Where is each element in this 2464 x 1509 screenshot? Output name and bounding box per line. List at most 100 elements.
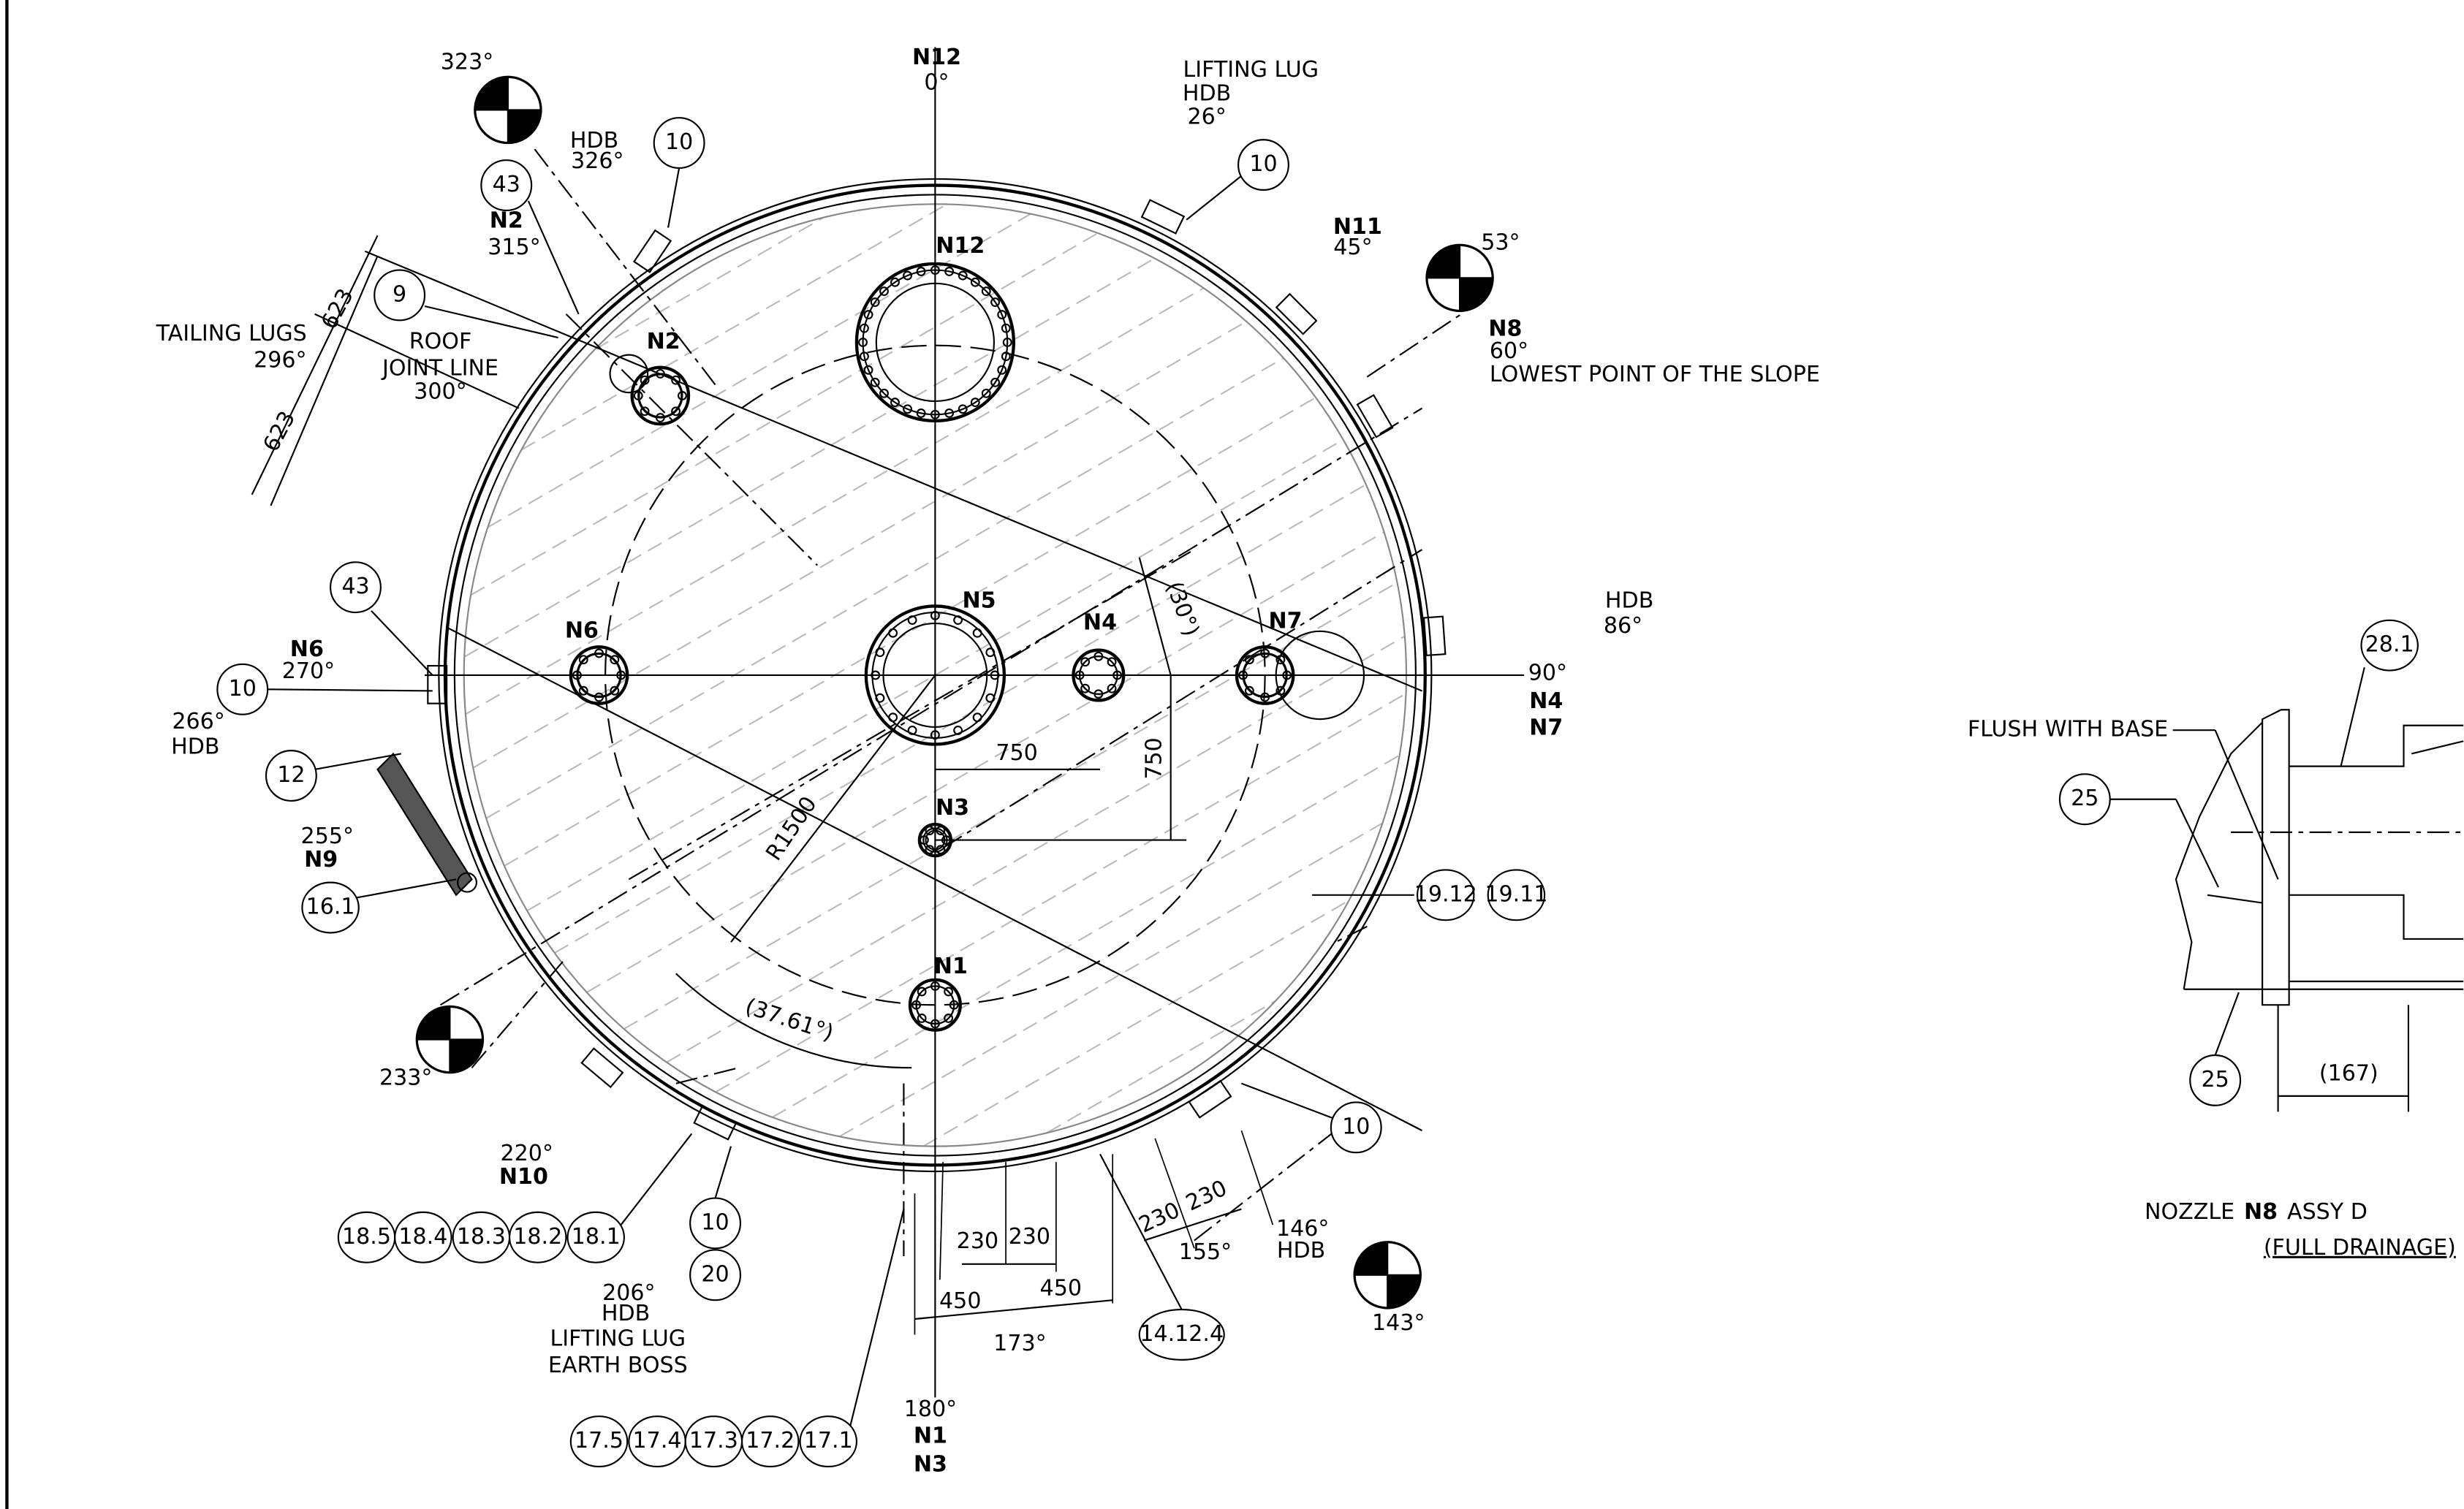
line [1099,1153,1183,1310]
balloon-label: 43 [493,172,520,197]
line [520,203,947,451]
label: 53° [1481,230,1520,256]
quadrant [474,77,508,110]
circle [655,368,665,379]
label: 233° [379,1065,432,1091]
line [465,287,1205,715]
circle [879,388,889,398]
label: 0° [924,69,949,95]
lug [427,665,448,704]
balloon [1416,869,1475,921]
circle [655,413,665,423]
circle [871,670,881,680]
label: 26° [1187,104,1226,130]
line [565,313,818,566]
circle [888,628,898,638]
circle [630,365,691,426]
line [1186,175,1243,221]
balloon [689,1249,741,1301]
line [1194,1130,1336,1242]
quadrant [1387,1274,1421,1308]
circle [1260,648,1270,658]
circle [953,725,963,735]
circle [862,269,1009,416]
circle [925,829,946,851]
balloon-label: 25 [2071,786,2099,811]
circle [863,310,873,320]
label: 60° [1490,338,1528,364]
circle [970,277,980,287]
balloon-label: 12 [277,762,305,788]
label: 623 [316,284,359,333]
balloon-label: 18.5 [342,1224,391,1250]
circle [859,323,869,333]
circle [616,670,626,680]
line [839,822,1383,1138]
circle [854,262,1015,423]
circle [949,1000,959,1010]
label: N8 [1488,316,1522,342]
circle [981,286,991,296]
line [439,407,1423,1006]
circle [917,987,927,997]
label: N1 [914,1424,947,1449]
line [623,582,1398,1030]
circle [1243,653,1287,698]
circle [930,610,940,620]
line [268,688,433,692]
circle [859,351,869,362]
balloon-label: 18.4 [398,1224,447,1250]
line [715,693,1407,1093]
line [620,1133,693,1225]
circle [1080,657,1091,667]
line [354,878,457,900]
label: HDB [570,128,618,153]
balloon-label: 17.3 [689,1428,738,1453]
lug [632,229,672,273]
circle [578,655,588,665]
lug [693,1105,738,1141]
line [939,1162,944,1280]
circle [990,297,1001,307]
label: 230 [1135,1198,1184,1239]
circle [870,297,880,307]
circle [1244,685,1254,696]
circle [609,354,649,394]
balloon-label: 43 [341,574,369,599]
circle [903,404,912,414]
line [1240,1130,1274,1225]
label: 230 [1182,1175,1231,1216]
lug [1275,292,1318,335]
circle [916,267,926,276]
circle [916,408,926,418]
line [1046,1000,1276,1134]
circle [1282,670,1292,680]
label: LIFTING LUG [1183,57,1319,83]
line [922,900,1350,1147]
balloon-label: 17.1 [804,1428,853,1453]
line [714,1146,732,1198]
tailing-lug [376,752,473,897]
line [534,148,716,386]
line [251,235,379,495]
detail-subtitle: (FULL DRAINAGE) [2264,1235,2456,1261]
line [730,674,936,943]
balloon [799,1415,858,1468]
balloon-label: 18.2 [513,1224,562,1250]
circle [1080,683,1091,693]
balloon [1237,139,1289,191]
balloon [2360,619,2419,672]
label: 173° [993,1331,1046,1356]
balloon-label: 17.4 [633,1428,682,1453]
balloon-label: 19.12 [1414,881,1477,907]
label: 450 [1040,1276,1082,1301]
circle [610,685,620,696]
balloon [216,663,269,715]
line [487,213,1031,528]
detail-pipe [2183,724,2464,990]
line [914,1299,1113,1320]
detail-break [2175,721,2263,989]
title-part: N8 [2244,1198,2278,1224]
line [472,321,1247,769]
line [1138,557,1172,676]
